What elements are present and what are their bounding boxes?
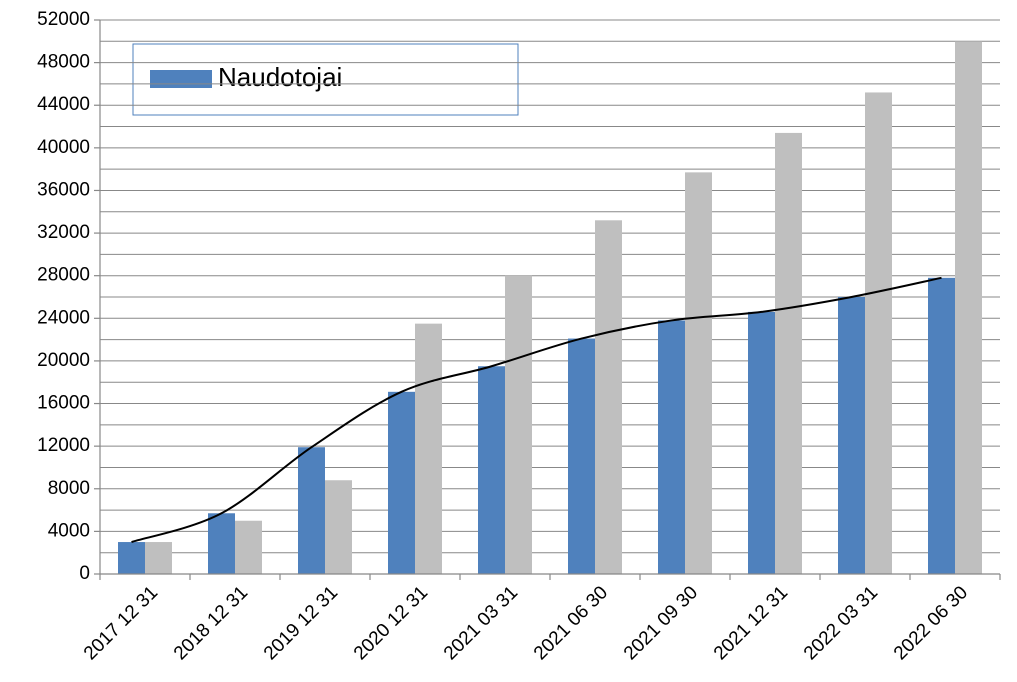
y-tick-label: 16000: [37, 393, 90, 414]
y-tick-label: 8000: [48, 478, 90, 499]
y-tick-label: 12000: [37, 435, 90, 456]
x-tick-label: 2021 09 30: [620, 582, 702, 664]
bar: [505, 275, 532, 574]
y-tick-label: 36000: [37, 179, 90, 200]
bar: [865, 92, 892, 574]
bar: [838, 297, 865, 574]
y-tick-label: 40000: [37, 137, 90, 158]
y-tick-label: 28000: [37, 265, 90, 286]
x-tick-label: 2020 12 31: [350, 582, 432, 664]
y-tick-label: 48000: [37, 52, 90, 73]
bar: [145, 542, 172, 574]
bar: [748, 311, 775, 574]
bar: [775, 132, 802, 574]
bar: [928, 277, 955, 574]
y-tick-label: 32000: [37, 222, 90, 243]
y-tick-label: 0: [79, 563, 90, 584]
bar: [478, 366, 505, 574]
bar: [685, 172, 712, 574]
legend-swatch: [150, 70, 212, 88]
x-tick-label: 2022 03 31: [800, 582, 882, 664]
bar: [415, 323, 442, 574]
x-tick-label: 2018 12 31: [170, 582, 252, 664]
bar: [235, 520, 262, 574]
bar: [298, 447, 325, 574]
bar: [568, 338, 595, 574]
bar: [388, 391, 415, 574]
y-tick-label: 24000: [37, 307, 90, 328]
legend: Naudotojai: [132, 43, 519, 116]
x-tick-label: 2022 06 30: [890, 582, 972, 664]
y-tick-label: 44000: [37, 94, 90, 115]
x-tick-label: 2019 12 31: [260, 582, 342, 664]
y-tick-label: 52000: [37, 9, 90, 30]
y-tick-label: 4000: [48, 520, 90, 541]
legend-label: Naudotojai: [218, 62, 342, 92]
bar: [595, 220, 622, 575]
x-tick-label: 2017 12 31: [80, 582, 162, 664]
bar: [955, 41, 982, 575]
bar: [118, 542, 145, 574]
x-tick-label: 2021 12 31: [710, 582, 792, 664]
bar: [325, 480, 352, 574]
x-tick-label: 2021 06 30: [530, 582, 612, 664]
trend-line: [131, 276, 942, 543]
bar: [208, 513, 235, 574]
y-tick-label: 20000: [37, 350, 90, 371]
bar: [658, 320, 685, 574]
x-tick-label: 2021 03 31: [440, 582, 522, 664]
